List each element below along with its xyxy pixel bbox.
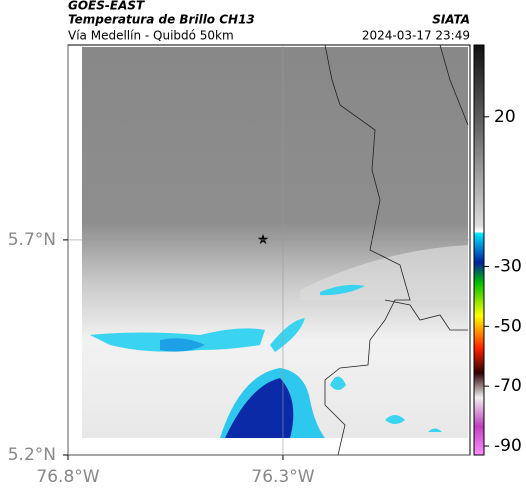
colorbar-label: -30 xyxy=(494,256,522,276)
title: GOES-EAST xyxy=(68,0,145,13)
region: Vía Medellín - Quibdó 50km xyxy=(68,29,234,43)
colorbar-label: -90 xyxy=(494,436,522,456)
subtitle: Temperatura de Brillo CH13 xyxy=(68,13,255,27)
colorbar xyxy=(473,44,485,456)
x-tick-label: 76.8°W xyxy=(36,467,99,487)
x-tick-label: 76.3°W xyxy=(251,467,314,487)
source: SIATA xyxy=(432,13,470,27)
colorbar-label: 20 xyxy=(494,107,516,127)
datetime: 2024-03-17 23:49 xyxy=(362,29,470,43)
y-tick-label: 5.2°N xyxy=(8,445,56,465)
colorbar-label: -70 xyxy=(494,376,522,396)
imagery: ★ xyxy=(82,44,469,456)
y-tick-label: 5.7°N xyxy=(8,230,56,250)
colorbar-label: -50 xyxy=(494,316,522,336)
